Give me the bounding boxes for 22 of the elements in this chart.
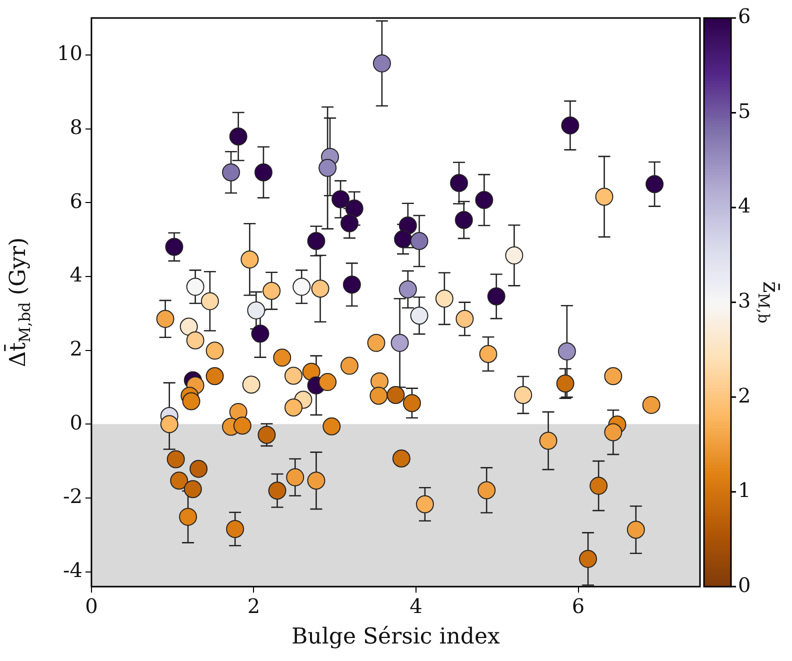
y-tick-label: 4 — [70, 262, 82, 287]
color-bar-label: 3 — [738, 288, 751, 313]
y-tick-label: -4 — [62, 558, 82, 582]
x-tick-label: 4 — [410, 594, 422, 618]
color-bar-label: 5 — [738, 98, 751, 123]
y-tick-label: -2 — [62, 484, 82, 508]
x-tick-label: 0 — [85, 594, 98, 618]
color-bar-label: 6 — [738, 4, 751, 28]
x-tick-label: 2 — [247, 594, 260, 618]
x-axis-title: Bulge Sérsic index — [292, 624, 501, 650]
color-bar-label: 1 — [738, 478, 751, 502]
y-tick-label: 2 — [70, 336, 82, 360]
y-tick-label: 0 — [70, 410, 82, 434]
color-bar-label: 4 — [738, 194, 751, 218]
x-tick-label: 6 — [572, 594, 585, 618]
color-bar-label: 0 — [738, 572, 751, 597]
color-bar-label: 2 — [738, 383, 751, 408]
y-tick-label: 10 — [56, 41, 82, 66]
y-tick-label: 6 — [70, 188, 82, 213]
color-bar-title: z̄M,b — [754, 281, 782, 324]
y-axis-title: Δt̄M,bd (Gyr) — [3, 237, 34, 368]
y-tick-label: 8 — [70, 114, 82, 139]
